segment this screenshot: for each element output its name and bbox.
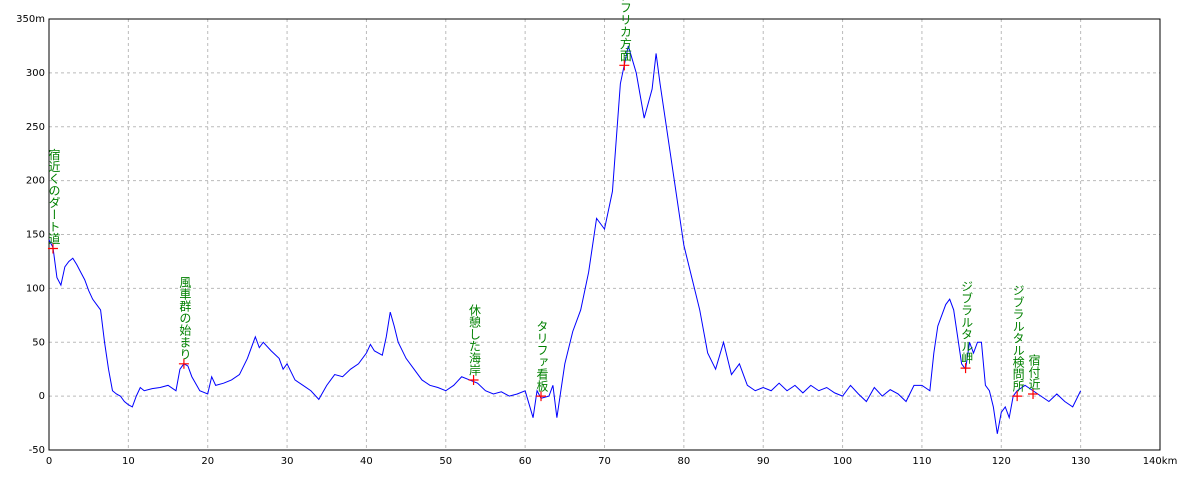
waypoint-label: 峠茶屋 アフリカ方面	[618, 0, 632, 61]
waypoint-label: ジブラルタル検問所	[1011, 284, 1025, 392]
waypoint-marker	[1028, 388, 1039, 399]
x-tick-label: 60	[519, 456, 532, 467]
x-tick-label: 130	[1071, 456, 1090, 467]
y-tick-label: 100	[26, 283, 45, 294]
y-tick-label: 300	[26, 68, 45, 79]
x-tick-label: 110	[912, 456, 931, 467]
x-tick-label: 70	[598, 456, 611, 467]
waypoint-label: タリファ看板	[535, 320, 549, 393]
waypoint-marker	[468, 374, 479, 385]
y-tick-label: 350m	[16, 14, 45, 25]
y-tick-label: -50	[29, 445, 45, 456]
x-tick-label: 0	[46, 456, 52, 467]
plot-frame	[48, 18, 1161, 451]
y-tick-label: 250	[26, 122, 45, 133]
y-tick-label: 200	[26, 176, 45, 187]
x-tick-label: 20	[201, 456, 214, 467]
x-tick-label: 120	[992, 456, 1011, 467]
elevation-line	[48, 45, 1082, 434]
waypoint-marker	[960, 363, 971, 374]
x-tick-label: 80	[677, 456, 690, 467]
x-tick-label: 30	[281, 456, 294, 467]
x-tick-label: 90	[757, 456, 770, 467]
y-tick-label: 0	[39, 391, 45, 402]
waypoint-marker	[1012, 391, 1023, 402]
x-tick-label: 140km	[1143, 456, 1178, 467]
waypoint-label: 風車群の始まり	[178, 276, 192, 360]
waypoint-label: ジブラルタル岬	[960, 280, 974, 364]
waypoint-label: 宿近くのダート道	[47, 147, 61, 244]
waypoint-marker	[47, 243, 58, 254]
waypoint-label: 宿付近	[1027, 353, 1041, 390]
waypoint-marker	[178, 358, 189, 369]
y-tick-label: 50	[32, 337, 45, 348]
y-tick-label: 150	[26, 230, 45, 241]
waypoint-label: 休憩した海岸	[468, 304, 482, 376]
x-tick-label: 100	[833, 456, 852, 467]
waypoint-marker	[536, 391, 547, 402]
x-tick-label: 10	[122, 456, 135, 467]
x-tick-label: 50	[439, 456, 452, 467]
x-tick-label: 40	[360, 456, 373, 467]
waypoint-marker	[619, 60, 630, 71]
